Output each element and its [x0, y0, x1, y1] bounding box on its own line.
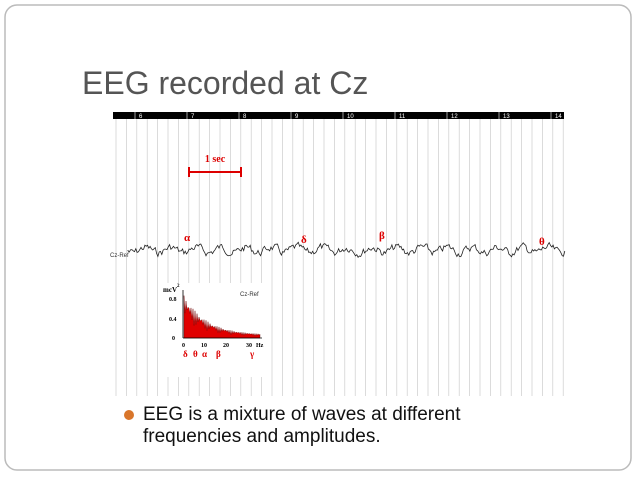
ruler-label: 8	[243, 114, 247, 120]
y-unit: mcV	[163, 286, 177, 294]
rhythm-label: α	[184, 232, 191, 244]
y-tick: 0.4	[169, 317, 177, 323]
spectrum-channel: Cz-Ref	[240, 292, 259, 298]
rhythm-label: θ	[539, 236, 545, 248]
ruler-label: 7	[191, 114, 195, 120]
spectrum-fill	[183, 295, 261, 339]
band-label: α	[202, 349, 207, 359]
ruler-label: 9	[295, 114, 299, 120]
band-label: δ	[183, 349, 188, 359]
ruler-label: 14	[555, 114, 562, 120]
band-label: γ	[249, 349, 255, 359]
rhythm-label: β	[379, 230, 385, 242]
channel-label: Cz-Ref	[110, 253, 129, 259]
band-label: β	[216, 349, 221, 359]
y-unit-sup: 2	[177, 284, 180, 289]
x-tick: 30	[246, 343, 252, 349]
spectrum-inset: mcV 2 Cz-Ref 0.8 0.4 0 0 10 20 30 Hz δ θ…	[160, 283, 266, 377]
x-tick: 20	[223, 343, 229, 349]
bullet-text: EEG is a mixture of waves at different f…	[143, 404, 461, 447]
ruler-labels: 6 7 8 9 10 11 12 13 14	[134, 112, 562, 120]
ruler-label: 13	[503, 114, 510, 120]
rhythm-label: δ	[301, 234, 307, 246]
x-unit: Hz	[256, 343, 264, 349]
band-label: θ	[193, 349, 198, 359]
ruler-label: 10	[347, 114, 354, 120]
ruler-label: 6	[139, 114, 143, 120]
ruler-label: 12	[451, 114, 458, 120]
bullet-marker	[124, 410, 134, 420]
slide-title: EEG recorded at Cz	[82, 65, 368, 101]
x-tick: 10	[201, 343, 207, 349]
scale-label: 1 sec	[205, 154, 226, 165]
y-tick: 0.8	[169, 297, 177, 303]
y-tick: 0	[172, 336, 175, 342]
slide-frame	[4, 4, 632, 471]
time-ruler	[113, 112, 564, 119]
x-tick: 0	[182, 343, 185, 349]
ruler-label: 11	[399, 114, 406, 120]
eeg-trace	[127, 241, 566, 258]
